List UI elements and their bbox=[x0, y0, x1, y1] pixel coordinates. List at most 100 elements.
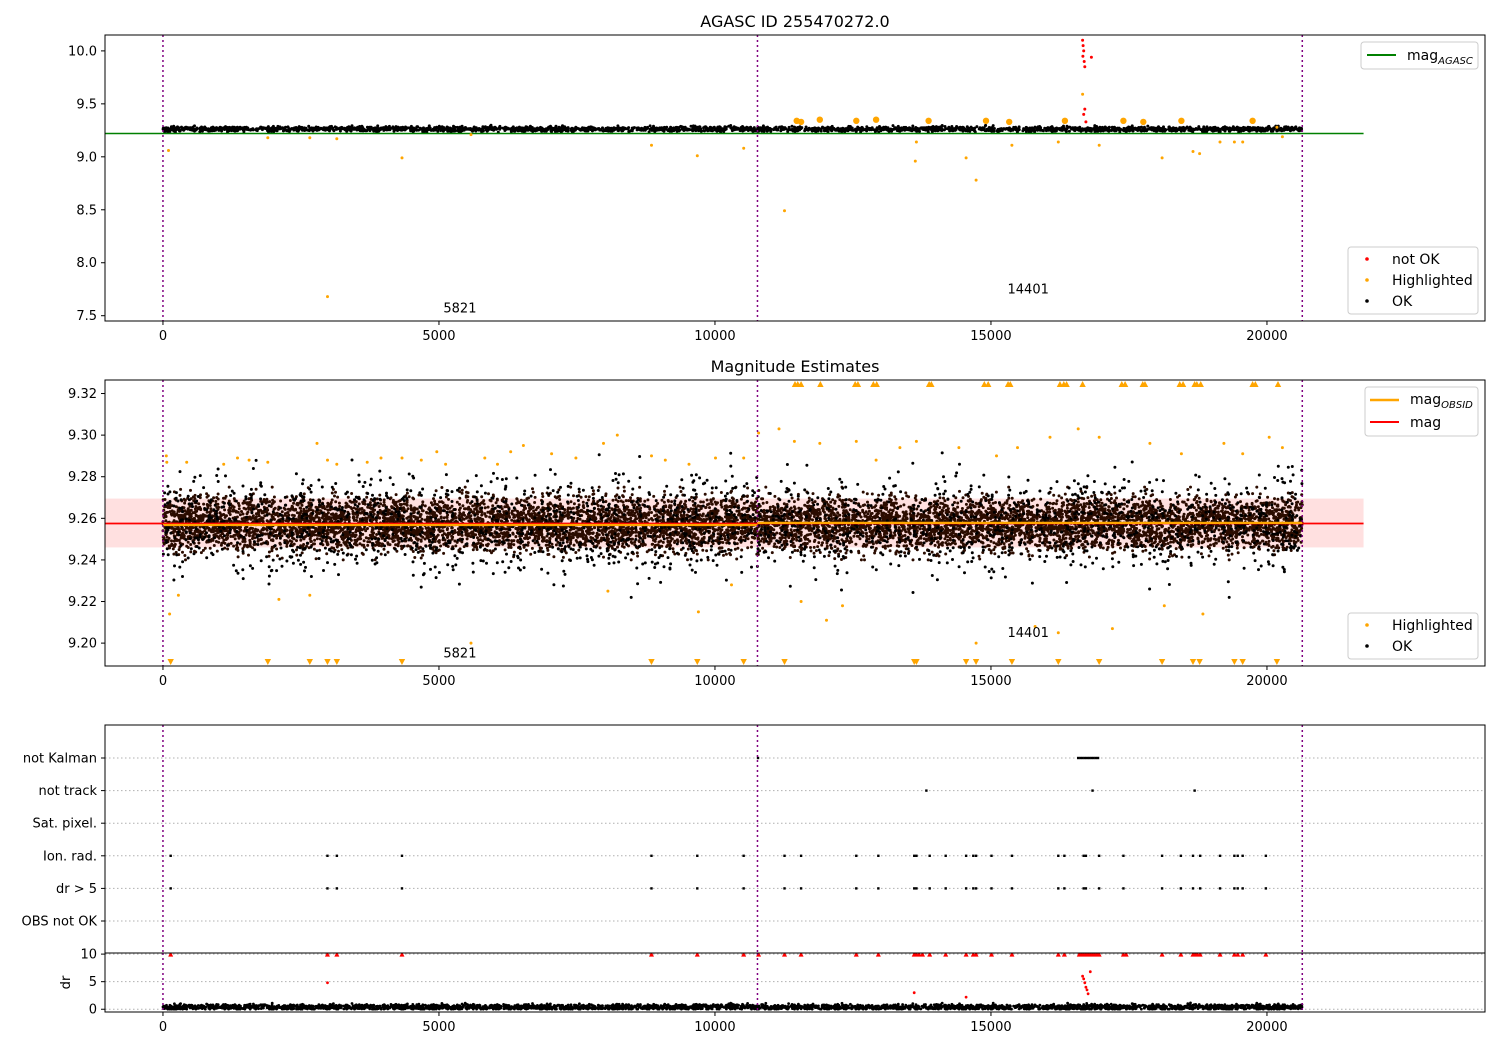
flag-mark bbox=[1218, 887, 1222, 890]
legend-mag: mag bbox=[1410, 415, 1441, 431]
dr-offscale-points bbox=[168, 953, 1269, 957]
y-tick-label: 10.0 bbox=[68, 44, 97, 59]
flag-mark bbox=[1063, 854, 1066, 857]
y-tick-label: 5 bbox=[89, 975, 97, 990]
flag-mark bbox=[756, 756, 760, 760]
flag-mark bbox=[650, 854, 653, 857]
x-tick-label: 10000 bbox=[694, 674, 735, 689]
flag-mark bbox=[1082, 854, 1085, 857]
y-tick-label: 8.0 bbox=[76, 256, 97, 271]
flag-mark bbox=[925, 789, 928, 792]
obsid-annotation: 14401 bbox=[1008, 626, 1049, 641]
flag-mark bbox=[1191, 887, 1195, 890]
flag-mark bbox=[1091, 789, 1094, 792]
ok-points bbox=[161, 123, 1304, 134]
flag-mark bbox=[974, 887, 978, 890]
flag-mark bbox=[1160, 854, 1164, 857]
flag-mark bbox=[1097, 854, 1101, 857]
highlighted-cluster-points bbox=[793, 116, 1256, 126]
x-tick-label: 5000 bbox=[422, 674, 455, 689]
flag-mark bbox=[783, 887, 786, 890]
flag-mark bbox=[1083, 756, 1086, 760]
flag-mark bbox=[1010, 887, 1014, 890]
flag-mark bbox=[915, 854, 918, 857]
legend-mag-obsid-label: mag bbox=[1410, 392, 1441, 408]
magnitude-estimates-title: Magnitude Estimates bbox=[711, 357, 880, 376]
y-tick-label: 0 bbox=[89, 1003, 97, 1018]
flag-mark bbox=[855, 854, 858, 857]
flag-mark bbox=[1076, 756, 1080, 760]
legend-agasc-line: magAGASC bbox=[1360, 41, 1479, 70]
x-tick-label: 10000 bbox=[694, 329, 735, 344]
highlighted-offscale-high bbox=[791, 381, 1282, 387]
flag-mark bbox=[335, 887, 339, 890]
flag-mark bbox=[1233, 854, 1236, 857]
legend-mag-obsid-sub: OBSID bbox=[1441, 400, 1473, 411]
flag-mark bbox=[169, 854, 172, 857]
flag-mark bbox=[400, 854, 404, 857]
x-tick-label: 15000 bbox=[970, 674, 1011, 689]
y-tick-label: 9.20 bbox=[68, 637, 97, 652]
flag-mark bbox=[913, 854, 916, 857]
y-tick-label: 9.5 bbox=[76, 97, 97, 112]
flag-label: Ion. rad. bbox=[43, 849, 97, 864]
flag-mark bbox=[944, 887, 947, 890]
flag-mark bbox=[1264, 854, 1268, 857]
flag-mark bbox=[877, 854, 880, 857]
flag-mark bbox=[1097, 887, 1101, 890]
flag-mark bbox=[1218, 854, 1222, 857]
legend-mag-agasc-sub: AGASC bbox=[1437, 56, 1473, 67]
flag-mark bbox=[650, 887, 653, 890]
flag-mark bbox=[990, 887, 993, 890]
flag-mark bbox=[974, 854, 978, 857]
highlighted-offscale-low bbox=[167, 659, 1281, 665]
flag-mark bbox=[1092, 756, 1095, 760]
legend-not-ok: not OK bbox=[1392, 252, 1440, 268]
flag-mark bbox=[1063, 887, 1066, 890]
axes-frame bbox=[104, 952, 1486, 1013]
x-tick-label: 0 bbox=[159, 329, 167, 344]
flag-mark bbox=[1241, 887, 1244, 890]
axes-frame bbox=[104, 379, 1486, 667]
y-tick-label: 8.5 bbox=[76, 203, 97, 218]
legend-mag-agasc-label: mag bbox=[1407, 48, 1438, 64]
y-tick-label: 9.22 bbox=[68, 595, 97, 610]
flag-mark bbox=[1084, 887, 1088, 890]
x-tick-label: 20000 bbox=[1246, 674, 1287, 689]
flag-label: OBS not OK bbox=[22, 915, 98, 930]
flag-mark bbox=[1096, 756, 1100, 760]
flag-mark bbox=[1084, 854, 1088, 857]
flag-mark bbox=[335, 854, 339, 857]
chart-title: AGASC ID 255470272.0 bbox=[700, 12, 889, 31]
flag-mark bbox=[1241, 854, 1244, 857]
flag-mark bbox=[928, 887, 931, 890]
flag-mark bbox=[783, 854, 786, 857]
flag-mark bbox=[1081, 756, 1084, 760]
y-tick-label: 9.0 bbox=[76, 150, 97, 165]
flag-mark bbox=[1088, 756, 1091, 760]
obsid-annotation: 5821 bbox=[443, 302, 476, 317]
flag-mark bbox=[1079, 756, 1082, 760]
x-tick-label: 5000 bbox=[422, 1020, 455, 1035]
obsid-annotation: 14401 bbox=[1008, 282, 1049, 297]
panel-flags: not Kalman not track Sat. pixel. Ion. rad. d… bbox=[22, 724, 1486, 954]
x-tick-label: 15000 bbox=[970, 1020, 1011, 1035]
flag-mark bbox=[964, 887, 968, 890]
flag-mark bbox=[1179, 854, 1183, 857]
dr-axis-label: dr bbox=[59, 975, 74, 989]
legend-highlighted: Highlighted bbox=[1392, 273, 1473, 289]
panel-agasc-mag: 5821 14401 0 5000 10000 15000 20000 7.5 8.0 8.5 9.… bbox=[68, 34, 1486, 344]
svg-text:magOBSID: magOBSID bbox=[1410, 392, 1473, 411]
flag-mark bbox=[1122, 854, 1125, 857]
flag-label: not Kalman bbox=[23, 752, 97, 767]
y-tick-label: 7.5 bbox=[76, 309, 97, 324]
x-tick-label: 20000 bbox=[1246, 329, 1287, 344]
y-tick-label: 9.28 bbox=[68, 470, 97, 485]
flag-mark bbox=[1085, 756, 1089, 760]
dr-ok-points bbox=[161, 1001, 1304, 1011]
flag-mark bbox=[915, 887, 918, 890]
flag-mark bbox=[1191, 854, 1195, 857]
flag-mark bbox=[1193, 789, 1196, 792]
panel-dr: 0 5000 10000 15000 20000 0 5 10 dr bbox=[59, 948, 1486, 1035]
